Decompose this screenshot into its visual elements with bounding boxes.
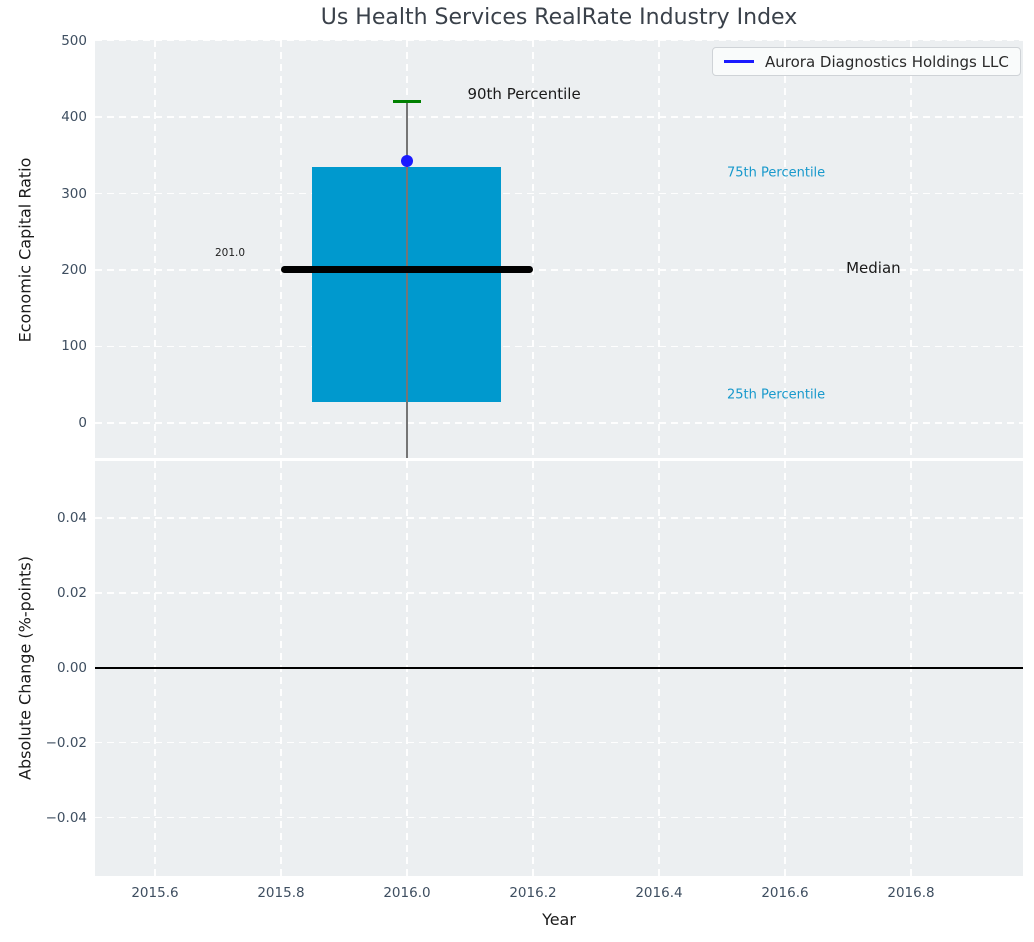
x-axis-label: Year [542,910,576,929]
y-gridline [95,592,1023,594]
chart-title: Us Health Services RealRate Industry Ind… [320,5,798,30]
legend-label: Aurora Diagnostics Holdings LLC [765,52,1009,71]
bottom-plot-area [95,461,1023,876]
annotation-75th-percentile: 75th Percentile [727,165,826,181]
top-plot-area: 90th Percentile 75th Percentile Median 25th… [95,40,1023,458]
y-tick-label: 0.04 [56,509,87,526]
y-gridline [95,269,1023,271]
company-data-point [400,155,413,168]
y-tick-label: 500 [61,32,87,49]
median-line [280,265,533,273]
y-gridline [95,422,1023,424]
y-gridline [95,116,1023,118]
x-tick-label: 2015.6 [131,885,179,901]
y-tick-label: 100 [61,338,87,355]
y-tick-label: −0.04 [45,809,87,826]
annotation-median: Median [846,258,901,277]
y-gridline [95,40,1023,42]
x-gridline [280,40,282,458]
x-gridline [658,40,660,458]
y-tick-label: 0.02 [56,584,87,601]
x-gridline [784,40,786,458]
y-gridline [95,192,1023,195]
y-gridline [95,741,1023,744]
zero-line [95,666,1023,669]
y-tick-label: 300 [61,185,87,202]
y-tick-label: 400 [61,109,87,126]
annotation-201-0: 201.0 [215,247,246,260]
y-gridline [95,816,1023,819]
legend-line-sample [724,60,754,63]
x-gridline [910,40,912,458]
y-tick-label: −0.02 [45,734,87,751]
annotation-25th-percentile: 25th Percentile [727,387,826,403]
y-tick-label: 0 [78,414,87,431]
x-tick-label: 2016.6 [761,885,809,901]
y-gridline [95,345,1023,348]
y-tick-label: 0.00 [56,659,87,676]
x-tick-label: 2016.8 [887,885,935,901]
legend: Aurora Diagnostics Holdings LLC [712,47,1021,76]
y-gridline [95,517,1023,519]
x-tick-label: 2016.0 [383,885,431,901]
x-gridline [154,40,156,458]
whisker-line-overlay [406,101,408,458]
x-tick-label: 2015.8 [257,885,305,901]
x-tick-label: 2016.2 [509,885,557,901]
y-tick-label: 200 [61,261,87,278]
x-gridline [532,40,534,458]
x-tick-label: 2016.4 [635,885,683,901]
annotation-90th-percentile: 90th Percentile [467,85,581,104]
p90-cap [393,100,421,103]
